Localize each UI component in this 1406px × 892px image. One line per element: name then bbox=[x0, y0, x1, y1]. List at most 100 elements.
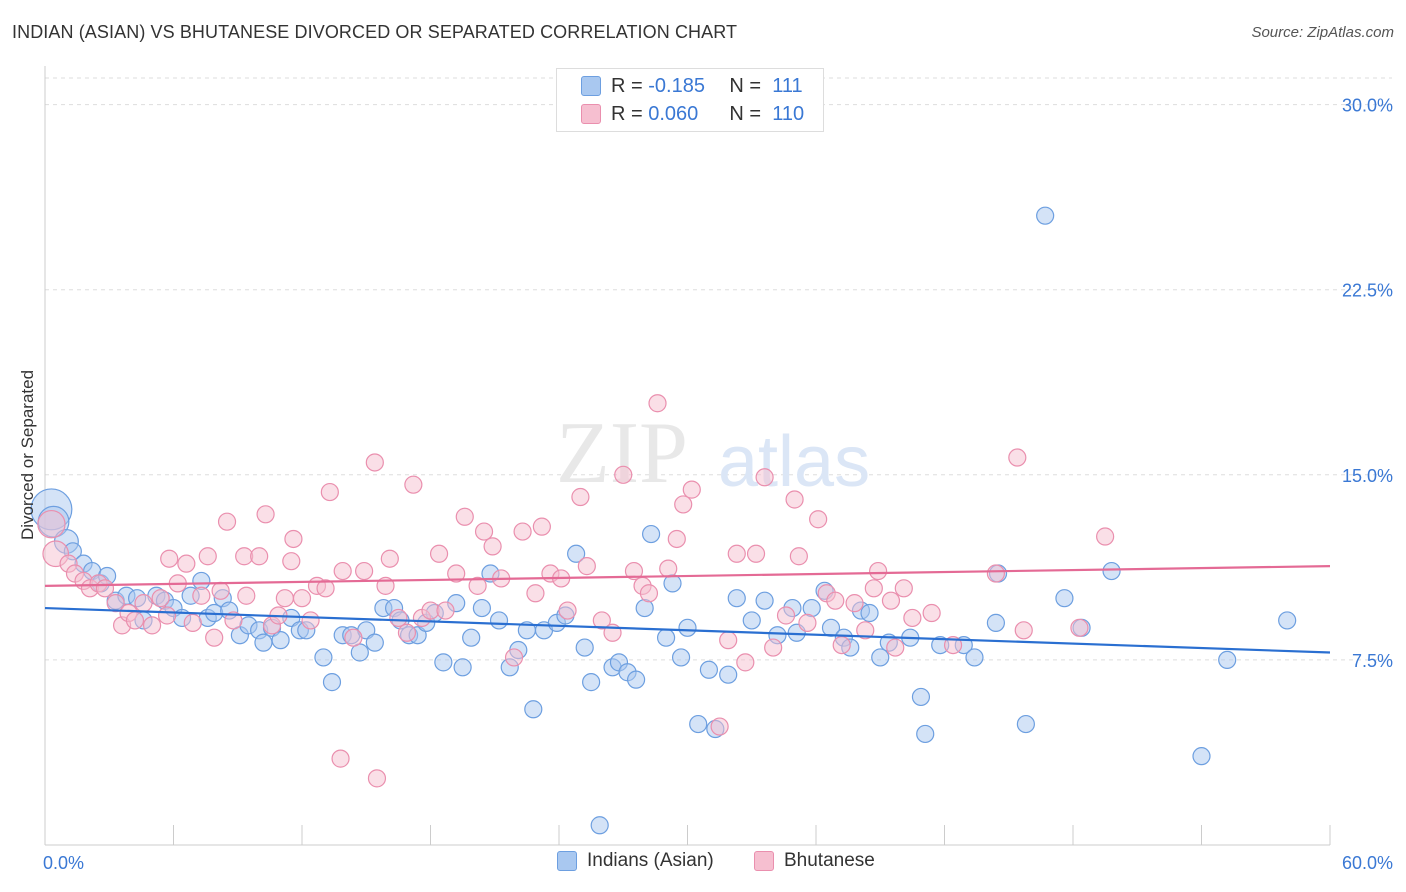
legend-row-indians: R = -0.185 N = 111 bbox=[581, 72, 803, 100]
bhutanese-point bbox=[95, 579, 115, 598]
y-tick-label: 30.0% bbox=[1342, 96, 1393, 116]
bhutanese-point bbox=[397, 623, 417, 642]
indian-point bbox=[314, 648, 333, 667]
bhutanese-point bbox=[301, 611, 320, 630]
legend-r-label: R = bbox=[611, 102, 643, 125]
bhutanese-point bbox=[624, 561, 644, 581]
bhutanese-point bbox=[134, 594, 153, 613]
indian-point bbox=[860, 603, 879, 623]
bhutanese-point bbox=[320, 482, 339, 502]
indian-point bbox=[575, 638, 594, 657]
bhutanese-point bbox=[474, 522, 494, 541]
legend-swatch-indians bbox=[581, 76, 601, 96]
bhutanese-point bbox=[177, 554, 196, 573]
bhutanese-point bbox=[886, 638, 905, 657]
bhutanese-point bbox=[869, 561, 888, 581]
bhutanese-point bbox=[674, 495, 693, 514]
bhutanese-point bbox=[205, 628, 224, 647]
indian-point bbox=[590, 816, 609, 835]
legend-n-label: N = bbox=[729, 102, 762, 125]
bhutanese-point bbox=[282, 552, 301, 571]
bhutanese-point bbox=[667, 529, 686, 549]
bhutanese-point bbox=[764, 638, 783, 657]
indian-point bbox=[365, 633, 384, 652]
indian-point bbox=[1278, 611, 1297, 630]
bhutanese-point bbox=[710, 717, 729, 736]
source-label: Source: ZipAtlas.com bbox=[1251, 24, 1394, 41]
bhutanese-point bbox=[429, 544, 449, 563]
bhutanese-point bbox=[614, 465, 633, 484]
bhutanese-point bbox=[922, 603, 941, 623]
bhutanese-point bbox=[682, 480, 701, 499]
bhutanese-point bbox=[648, 394, 667, 413]
bhutanese-point bbox=[943, 635, 963, 655]
data-points bbox=[30, 206, 1297, 835]
bhutanese-point bbox=[389, 608, 408, 628]
bhutanese-point bbox=[316, 579, 335, 598]
indian-point bbox=[755, 591, 774, 610]
y-tick-label: 15.0% bbox=[1342, 466, 1393, 486]
indian-point bbox=[671, 648, 691, 667]
bhutanese-trend-line bbox=[44, 565, 1331, 587]
bhutanese-point bbox=[526, 584, 545, 603]
bhutanese-point bbox=[256, 505, 275, 524]
indian-point bbox=[582, 673, 601, 692]
y-tick-label: 22.5% bbox=[1342, 281, 1393, 301]
bhutanese-point bbox=[826, 591, 845, 610]
legend-n-value: 111 bbox=[772, 74, 803, 97]
legend-n-label: N = bbox=[729, 74, 762, 97]
indian-point bbox=[489, 611, 509, 630]
bhutanese-point bbox=[532, 517, 551, 536]
bhutanese-point bbox=[224, 611, 243, 630]
bhutanese-point bbox=[881, 591, 901, 610]
bhutanese-point bbox=[125, 611, 145, 630]
bhutanese-point bbox=[558, 601, 577, 620]
bhutanese-point bbox=[1070, 618, 1089, 637]
indian-point bbox=[1192, 747, 1211, 766]
bhutanese-point bbox=[659, 559, 678, 578]
bhutanese-point bbox=[436, 601, 455, 620]
legend-r-value: 0.060 bbox=[648, 102, 699, 125]
watermark-atlas: atlas bbox=[718, 422, 870, 502]
bhutanese-point bbox=[333, 561, 352, 581]
bottom-legend-bhutanese: Bhutanese bbox=[754, 850, 875, 872]
indian-point bbox=[986, 613, 1006, 632]
bhutanese-point bbox=[894, 579, 913, 598]
legend: R = -0.185 N = 111 R = 0.060 N = 110 bbox=[556, 68, 824, 132]
bhutanese-point bbox=[577, 557, 596, 576]
indian-point bbox=[271, 631, 290, 650]
bhutanese-point bbox=[151, 589, 170, 608]
bhutanese-point bbox=[183, 613, 202, 632]
indian-point bbox=[911, 687, 931, 707]
bhutanese-point bbox=[789, 547, 808, 566]
bhutanese-point bbox=[1014, 621, 1033, 640]
bhutanese-point bbox=[37, 509, 66, 539]
chart-title: INDIAN (ASIAN) VS BHUTANESE DIVORCED OR … bbox=[12, 22, 738, 42]
legend-swatch-bhutanese bbox=[581, 104, 601, 124]
legend-n-value: 110 bbox=[772, 102, 805, 125]
indian-point bbox=[434, 653, 453, 672]
indian-point bbox=[689, 714, 708, 734]
axis-labels: 7.5% 15.0% 22.5% 30.0% 0.0% 60.0% Divorced or … bbox=[18, 96, 1393, 873]
indian-point bbox=[1016, 714, 1035, 734]
y-axis-title: Divorced or Separated bbox=[18, 370, 37, 540]
bhutanese-point bbox=[106, 594, 125, 613]
bhutanese-point bbox=[237, 586, 256, 605]
bhutanese-point bbox=[1008, 448, 1027, 467]
bhutanese-point bbox=[483, 537, 502, 556]
bhutanese-point bbox=[468, 576, 487, 595]
indian-point bbox=[453, 658, 472, 677]
bhutanese-point bbox=[142, 616, 162, 635]
watermark: ZIP atlas bbox=[556, 405, 870, 502]
indian-point bbox=[871, 648, 890, 667]
bhutanese-point bbox=[160, 549, 179, 568]
indian-point bbox=[524, 700, 543, 719]
indian-point bbox=[1218, 650, 1237, 670]
bhutanese-point bbox=[727, 544, 746, 563]
bhutanese-point bbox=[284, 529, 303, 549]
bhutanese-point bbox=[719, 631, 738, 650]
legend-row-bhutanese: R = 0.060 N = 110 bbox=[581, 100, 804, 128]
bhutanese-point bbox=[504, 648, 524, 667]
indian-point bbox=[1055, 589, 1074, 608]
